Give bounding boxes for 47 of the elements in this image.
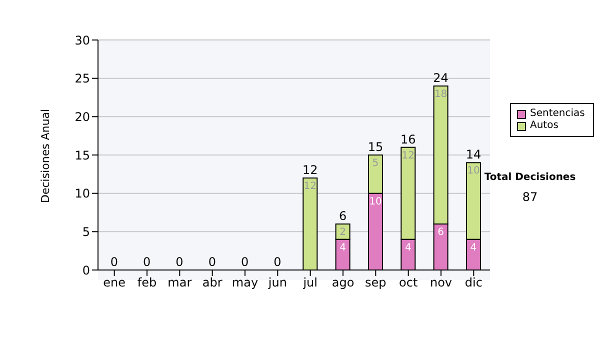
data-label: 12 — [402, 150, 415, 162]
data-label: 4 — [470, 242, 477, 254]
x-tick-label: jul — [302, 276, 318, 290]
data-label: 2 — [340, 227, 346, 238]
data-label: 6 — [438, 227, 444, 238]
y-tick-label: 0 — [82, 263, 90, 278]
total-label: 6 — [338, 209, 347, 223]
y-tick-label: 20 — [74, 110, 90, 124]
y-tick-label: 25 — [74, 72, 90, 86]
x-tick-label: may — [232, 276, 258, 290]
data-label: 4 — [340, 242, 346, 254]
y-tick-label: 5 — [82, 224, 90, 239]
total-label: 0 — [142, 255, 151, 269]
y-axis-title: Decisiones Anual — [38, 108, 52, 203]
x-tick-label: abr — [202, 276, 222, 290]
data-label: 4 — [404, 242, 412, 254]
x-tick-label: nov — [430, 276, 452, 290]
total-label: 24 — [433, 71, 448, 85]
x-tick-label: sep — [365, 276, 386, 290]
total-label: 0 — [274, 255, 282, 269]
total-label: 0 — [208, 255, 216, 269]
total-label: 12 — [302, 163, 318, 177]
total-label: 16 — [400, 132, 416, 146]
data-label: 5 — [372, 158, 379, 169]
legend-label: Sentencias — [530, 108, 585, 120]
total-label: 0 — [110, 255, 118, 269]
x-tick-label: ene — [103, 276, 126, 290]
y-tick-label: 30 — [74, 33, 90, 48]
y-tick-label: 10 — [74, 186, 90, 201]
data-label: 10 — [467, 166, 480, 177]
total-label: 15 — [368, 140, 384, 154]
x-tick-label: jun — [267, 276, 287, 290]
x-tick-label: oct — [399, 276, 418, 290]
total-label: 0 — [176, 255, 184, 269]
x-tick-label: dic — [464, 276, 482, 290]
text: 87 — [522, 190, 538, 204]
x-tick-label: ago — [332, 276, 354, 290]
total-label: 14 — [466, 148, 482, 162]
total-label: 0 — [240, 255, 249, 269]
legend-label: Autos — [530, 120, 558, 132]
data-label: 18 — [434, 89, 448, 100]
y-tick-label: 15 — [74, 148, 90, 162]
annotation: Total Decisiones — [484, 172, 576, 183]
data-label: 12 — [304, 181, 317, 192]
x-tick-label: feb — [137, 276, 157, 290]
x-tick-label: mar — [168, 276, 192, 290]
data-label: 10 — [369, 196, 382, 208]
